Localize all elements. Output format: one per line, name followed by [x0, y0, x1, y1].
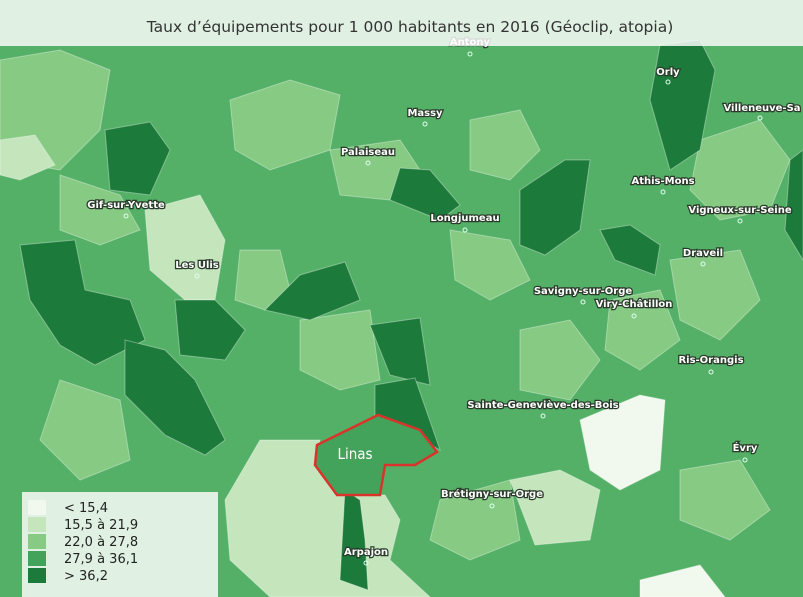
town-label: Palaiseau	[341, 147, 395, 158]
town-dot	[737, 218, 743, 224]
town-label: Vigneux-sur-Seine	[688, 205, 791, 216]
town-labels: Antony Orly Villeneuve-Sa Massy Palaisea…	[86, 36, 802, 566]
legend-swatch	[28, 517, 46, 532]
commune	[579, 394, 666, 491]
town-dot	[757, 115, 763, 121]
town-label: Gif-sur-Yvette	[87, 200, 165, 211]
legend-label: < 15,4	[64, 501, 108, 516]
town-dot	[422, 121, 428, 127]
commune	[519, 159, 591, 256]
town-dot	[365, 160, 371, 166]
commune	[604, 289, 681, 371]
commune	[59, 174, 141, 246]
commune	[124, 339, 226, 456]
commune	[264, 261, 361, 321]
commune	[784, 149, 803, 261]
commune	[299, 309, 381, 391]
commune	[19, 239, 146, 366]
town-label: Ris-Orangis	[678, 355, 743, 366]
legend-label: 22,0 à 27,8	[64, 535, 138, 550]
communes	[0, 39, 803, 597]
legend-swatch	[28, 551, 46, 566]
town-dot	[363, 560, 369, 566]
town-dot	[540, 413, 546, 419]
town-dot	[631, 313, 637, 319]
town-dot	[742, 457, 748, 463]
town-dot	[467, 51, 473, 57]
legend-label: 15,5 à 21,9	[64, 518, 138, 533]
legend-box	[22, 492, 218, 597]
town-label: Massy	[407, 108, 443, 119]
town-dot	[708, 369, 714, 375]
legend: < 15,4 15,5 à 21,9 22,0 à 27,8 27,9 à 36,1 >…	[28, 500, 138, 584]
commune	[0, 134, 56, 181]
commune	[174, 299, 246, 361]
town-label: Sainte-Geneviève-des-Bois	[467, 399, 618, 411]
town-dot	[194, 273, 200, 279]
town-dot	[489, 503, 495, 509]
commune	[509, 469, 601, 546]
legend-swatch	[28, 534, 46, 549]
town-label: Évry	[733, 441, 758, 454]
town-dot	[580, 299, 586, 305]
town-label: Brétigny-sur-Orge	[441, 488, 543, 500]
commune	[469, 109, 541, 181]
legend-swatch	[28, 500, 46, 515]
commune	[639, 564, 726, 597]
map-title: Taux d’équipements pour 1 000 habitants …	[146, 18, 674, 36]
town-dot	[665, 79, 671, 85]
town-dot	[462, 227, 468, 233]
commune	[519, 319, 601, 401]
town-label: Draveil	[683, 248, 723, 259]
town-label: Villeneuve-Sa	[723, 103, 800, 114]
town-dot	[660, 189, 666, 195]
commune	[599, 224, 661, 276]
commune	[679, 459, 771, 541]
highlight-label: Linas	[337, 445, 372, 463]
town-label: Savigny-sur-Orge	[534, 286, 633, 297]
town-label: Viry-Châtillon	[596, 298, 673, 310]
commune	[104, 121, 171, 196]
town-label: Les Ulis	[175, 260, 219, 271]
town-dot	[123, 213, 129, 219]
town-dot	[700, 261, 706, 267]
commune	[369, 317, 431, 386]
commune	[669, 249, 761, 341]
commune	[429, 479, 521, 561]
town-label: Athis-Mons	[631, 176, 694, 187]
town-label: Arpajon	[344, 547, 388, 558]
highlighted-commune[interactable]	[313, 413, 439, 497]
town-label: Longjumeau	[430, 213, 499, 224]
town-label: Orly	[656, 67, 680, 78]
title-bar	[0, 0, 803, 46]
legend-label: 27,9 à 36,1	[64, 552, 138, 567]
commune	[389, 167, 461, 221]
legend-label: > 36,2	[64, 569, 108, 584]
commune	[449, 229, 531, 301]
commune	[39, 379, 131, 481]
legend-swatch	[28, 568, 46, 583]
